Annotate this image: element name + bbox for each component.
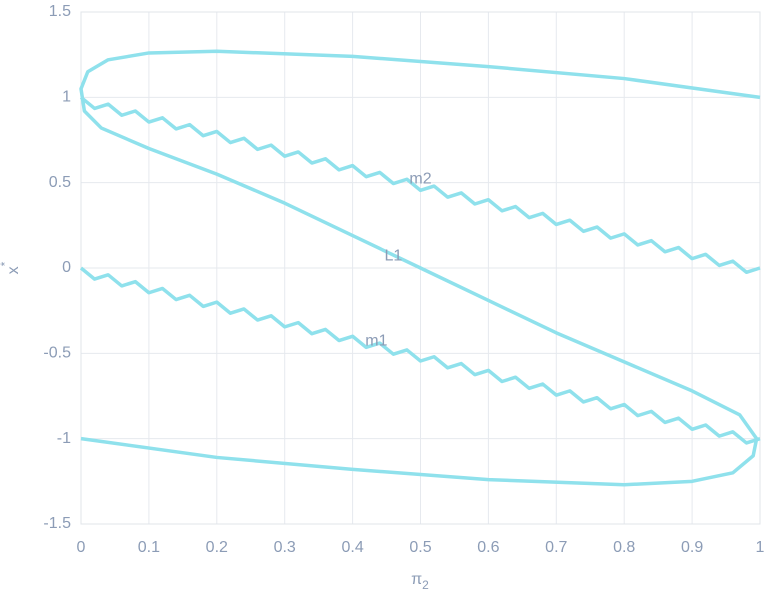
y-axis-label: x* bbox=[0, 261, 22, 274]
y-tick-label: 0 bbox=[62, 259, 71, 276]
x-tick-label: 0.1 bbox=[138, 539, 160, 556]
line bbox=[79, 49, 761, 487]
x-tick-label: 0.6 bbox=[477, 539, 499, 556]
x-tick-label: 0.3 bbox=[274, 539, 296, 556]
line bbox=[79, 95, 761, 275]
y-label-base: x bbox=[5, 266, 22, 274]
y-tick-label: -0.5 bbox=[43, 345, 71, 362]
y-tick-label: -1 bbox=[57, 430, 71, 447]
y-tick-label: 1 bbox=[62, 89, 71, 106]
x-tick-label: 0.2 bbox=[206, 539, 228, 556]
x-tick-label: 0.9 bbox=[681, 539, 703, 556]
y-label-sup: * bbox=[0, 261, 12, 266]
x-tick-label: 0.5 bbox=[409, 539, 431, 556]
x-tick-label: 0.4 bbox=[341, 539, 363, 556]
y-tick-label: 0.5 bbox=[49, 174, 71, 191]
x-axis-label: π2 bbox=[411, 571, 429, 592]
x-tick-label: 0.8 bbox=[613, 539, 635, 556]
y-tick-label: 1.5 bbox=[49, 3, 71, 20]
x-tick-label: 1 bbox=[756, 539, 765, 556]
x-label-sub: 2 bbox=[422, 578, 429, 592]
x-label-base: π bbox=[411, 571, 422, 588]
x-tick-label: 0.7 bbox=[545, 539, 567, 556]
annotation: L1 bbox=[384, 247, 402, 264]
annotation: m1 bbox=[365, 333, 387, 350]
y-tick-label: -1.5 bbox=[43, 515, 71, 532]
annotation: m2 bbox=[409, 170, 431, 187]
x-tick-label: 0 bbox=[77, 539, 86, 556]
line bbox=[79, 266, 761, 445]
